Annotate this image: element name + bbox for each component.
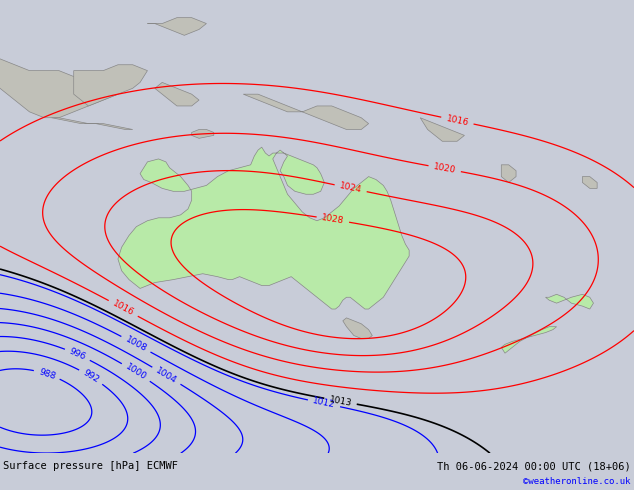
Text: 1004: 1004 — [154, 366, 179, 385]
Polygon shape — [155, 82, 199, 106]
Polygon shape — [343, 318, 372, 339]
Text: 1013: 1013 — [328, 395, 353, 408]
Polygon shape — [501, 165, 516, 182]
Text: 1028: 1028 — [321, 213, 345, 226]
Text: 1020: 1020 — [432, 162, 456, 175]
Polygon shape — [74, 65, 148, 106]
Text: Th 06-06-2024 00:00 UTC (18+06): Th 06-06-2024 00:00 UTC (18+06) — [437, 461, 631, 471]
Text: 992: 992 — [81, 368, 101, 385]
Polygon shape — [243, 94, 368, 129]
Polygon shape — [545, 294, 593, 309]
Text: 1016: 1016 — [445, 114, 470, 127]
Text: 1008: 1008 — [124, 335, 148, 354]
Polygon shape — [191, 129, 214, 138]
Text: 1000: 1000 — [124, 362, 148, 382]
Text: 988: 988 — [37, 367, 56, 381]
Polygon shape — [420, 118, 465, 141]
Text: 1016: 1016 — [111, 299, 136, 318]
Polygon shape — [118, 147, 409, 309]
Text: 1024: 1024 — [339, 181, 363, 195]
Text: 996: 996 — [68, 347, 87, 362]
Polygon shape — [51, 118, 133, 129]
Polygon shape — [583, 176, 597, 188]
Polygon shape — [0, 53, 118, 118]
Text: ©weatheronline.co.uk: ©weatheronline.co.uk — [523, 477, 631, 486]
Text: Surface pressure [hPa] ECMWF: Surface pressure [hPa] ECMWF — [3, 461, 178, 471]
Polygon shape — [501, 327, 557, 353]
Text: 1012: 1012 — [312, 396, 336, 410]
Polygon shape — [148, 18, 207, 35]
